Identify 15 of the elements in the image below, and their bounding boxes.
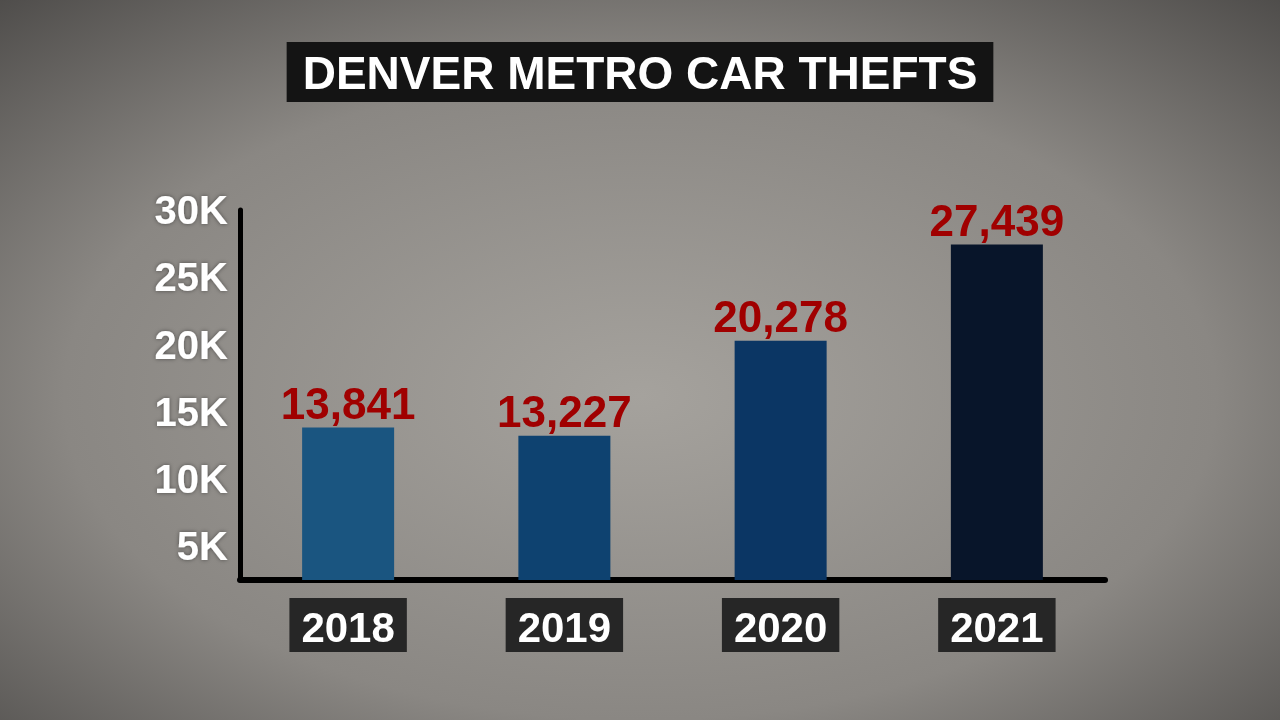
- x-tick-label: 2021: [950, 603, 1044, 651]
- y-tick-label: 30K: [154, 188, 229, 232]
- y-tick-label: 10K: [154, 457, 229, 502]
- data-label: 27,439: [929, 195, 1065, 245]
- y-tick-label: 5K: [176, 524, 229, 569]
- data-label: 20,278: [713, 292, 848, 342]
- y-tick-label: 15K: [154, 389, 229, 434]
- x-tick-label: 2019: [517, 603, 612, 651]
- data-label: 13,841: [280, 378, 416, 428]
- data-label: 13,227: [497, 387, 632, 437]
- y-tick-label: 20K: [154, 322, 229, 367]
- x-tick-label: 2020: [733, 603, 828, 651]
- chart-title: DENVER METRO CAR THEFTS: [302, 47, 978, 99]
- x-tick-label: 2018: [301, 603, 395, 651]
- y-tick-label: 25K: [154, 255, 229, 300]
